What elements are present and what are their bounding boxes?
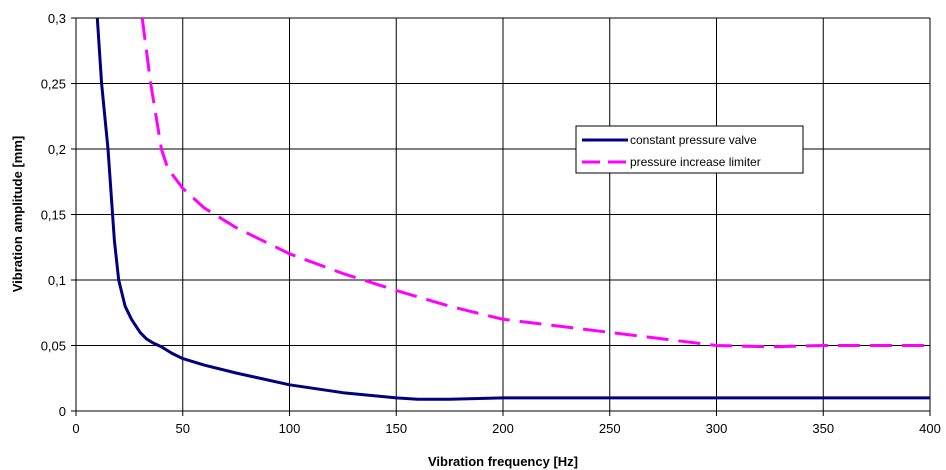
legend-box [575,125,804,174]
y-tick-label: 0,2 [48,142,66,157]
grid [76,17,931,411]
x-tick-label: 150 [385,421,407,436]
legend: constant pressure valve pressure increas… [575,125,804,174]
x-tick-label: 250 [599,421,621,436]
tick-labels: 0 50 100 150 200 250 300 350 400 0 0,05 0,1 0,15 0,2 0… [41,11,941,436]
x-tick-label: 50 [176,421,190,436]
x-tick-label: 400 [919,421,941,436]
y-tick-label: 0,15 [41,208,66,223]
axes [71,17,931,416]
series-lines [95,17,930,401]
x-tick-label: 200 [492,421,514,436]
x-axis-title: Vibration frequency [Hz] [428,454,578,469]
series-line-pressure-increase-limiter [140,17,930,349]
y-tick-label: 0,05 [41,339,66,354]
series-line-constant-pressure-valve [95,17,930,401]
legend-label-pressure-increase-limiter: pressure increase limiter [630,155,761,169]
x-tick-label: 0 [72,421,79,436]
x-tick-label: 300 [706,421,728,436]
y-tick-label: 0,3 [48,11,66,26]
x-tick-label: 100 [279,421,301,436]
y-tick-label: 0,25 [41,77,66,92]
legend-label-constant-pressure-valve: constant pressure valve [630,133,757,147]
y-tick-label: 0,1 [48,273,66,288]
y-axis-title: Vibration amplitude [mm] [10,136,25,293]
y-tick-label: 0 [59,404,66,419]
x-tick-label: 350 [812,421,834,436]
